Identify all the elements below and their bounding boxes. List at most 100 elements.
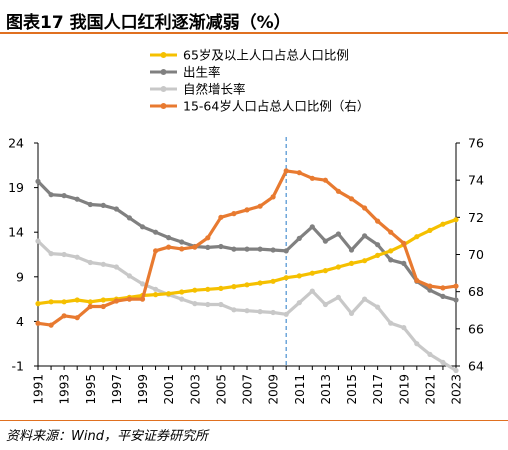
series-1-point-31	[440, 293, 446, 299]
series-2-point-21	[309, 288, 315, 294]
series-0-point-22	[322, 268, 328, 274]
left-y-tick-label-4: 19	[8, 180, 24, 195]
series-1-point-17	[257, 246, 263, 252]
legend-marker-0	[160, 52, 167, 58]
series-2-point-14	[218, 301, 224, 308]
series-3-point-23	[335, 188, 341, 194]
series-0-point-19	[283, 275, 289, 281]
series-1-point-24	[348, 247, 355, 253]
series-2-point-22	[322, 301, 328, 308]
series-0-point-27	[388, 248, 394, 254]
series-2-point-25	[362, 296, 368, 302]
series-0-point-14	[218, 285, 224, 291]
series-1-point-22	[322, 238, 328, 244]
series-3-point-21	[309, 175, 315, 181]
series-1-point-32	[453, 297, 459, 303]
series-2-point-0	[35, 238, 41, 244]
series-2-point-6	[113, 264, 119, 270]
x-tick-label-5: 2001	[162, 374, 176, 405]
series-0-point-0	[35, 301, 41, 307]
series-0-point-13	[205, 286, 211, 292]
series-0-point-32	[453, 217, 459, 223]
right-y-tick-label-1: 66	[468, 321, 484, 336]
series-2-point-26	[375, 304, 381, 310]
series-3-point-7	[126, 296, 132, 302]
x-tick-label-11: 2013	[319, 374, 333, 405]
right-y-tick-label-5: 74	[468, 173, 484, 188]
series-1-point-21	[309, 224, 315, 230]
series-2-point-20	[296, 300, 302, 306]
series-3-point-32	[453, 283, 459, 289]
x-tick-label-6: 2003	[188, 374, 202, 405]
series-2-point-24	[348, 310, 355, 316]
series-0-point-18	[270, 278, 276, 284]
series-0-point-16	[244, 282, 250, 288]
left-y-tick-label-0: -1	[12, 359, 24, 374]
left-y-tick-label-5: 24	[8, 136, 24, 151]
series-2-point-18	[270, 309, 276, 316]
series-0-point-31	[440, 221, 446, 227]
series-3-point-20	[296, 170, 302, 176]
footer-divider	[0, 420, 508, 421]
series-1-point-3	[74, 196, 80, 202]
series-3-point-10	[166, 244, 172, 250]
series-2-point-1	[48, 251, 54, 257]
series-3-point-24	[348, 196, 355, 202]
series-1-point-28	[401, 260, 407, 266]
series-3-point-9	[153, 248, 159, 254]
x-tick-label-9: 2009	[267, 374, 281, 405]
series-1-point-23	[335, 231, 341, 237]
series-3-point-2	[61, 313, 67, 319]
right-y-tick-label-3: 70	[468, 247, 484, 262]
right-y-tick-label-4: 72	[468, 210, 484, 225]
series-3-point-5	[100, 303, 106, 310]
x-tick-label-0: 1991	[32, 374, 46, 405]
series-2-point-23	[335, 294, 341, 300]
x-tick-label-10: 2011	[293, 374, 307, 405]
series-0-point-1	[48, 299, 54, 305]
right-y-tick-label-6: 76	[468, 136, 484, 151]
series-0-point-25	[362, 258, 368, 264]
series-1-point-15	[231, 246, 237, 252]
series-1-point-11	[179, 239, 185, 245]
series-3-point-8	[139, 296, 146, 302]
series-3-point-18	[270, 194, 276, 200]
right-y-tick-label-0: 64	[468, 359, 484, 374]
series-0-point-5	[100, 297, 106, 303]
series-3-point-30	[427, 283, 433, 289]
series-3-point-14	[218, 214, 224, 220]
series-0-point-11	[179, 289, 185, 295]
series-0-point-9	[153, 292, 159, 298]
series-2-point-30	[427, 351, 433, 357]
x-tick-label-16: 2023	[450, 374, 464, 405]
series-0-point-3	[74, 297, 80, 303]
x-tick-label-15: 2021	[423, 374, 437, 405]
chart-axes: -1 4 9 14 19 24 64 66 68 70 72 74 76 1991 1993 1995 1997…	[8, 136, 484, 405]
series-1-point-30	[427, 287, 433, 293]
series-0-point-10	[166, 291, 172, 297]
series-0-point-12	[192, 287, 198, 293]
series-1-point-26	[375, 242, 381, 248]
series-0-point-17	[257, 280, 263, 286]
series-1-point-16	[244, 246, 250, 252]
series-1-point-5	[100, 202, 106, 208]
series-1-point-6	[113, 206, 119, 212]
series-2-point-3	[74, 254, 80, 260]
series-1	[35, 178, 459, 303]
series-1-point-25	[362, 233, 368, 239]
series-1-point-14	[218, 243, 224, 250]
series-1-point-13	[205, 244, 211, 250]
series-3-point-17	[257, 203, 263, 209]
series-3-point-6	[113, 298, 119, 304]
series-0	[35, 217, 459, 307]
series-1-point-2	[61, 193, 67, 199]
x-tick-label-13: 2017	[371, 374, 385, 405]
series-2-point-32	[453, 367, 459, 374]
series-3-point-16	[244, 207, 250, 213]
series-0-point-23	[335, 264, 341, 270]
series-3-point-19	[283, 168, 289, 174]
series-3-point-0	[35, 320, 41, 326]
figure-title: 图表17 我国人口红利逐渐减弱（%）	[6, 13, 291, 33]
series-2-point-31	[440, 359, 446, 365]
series-1-point-0	[35, 178, 41, 184]
